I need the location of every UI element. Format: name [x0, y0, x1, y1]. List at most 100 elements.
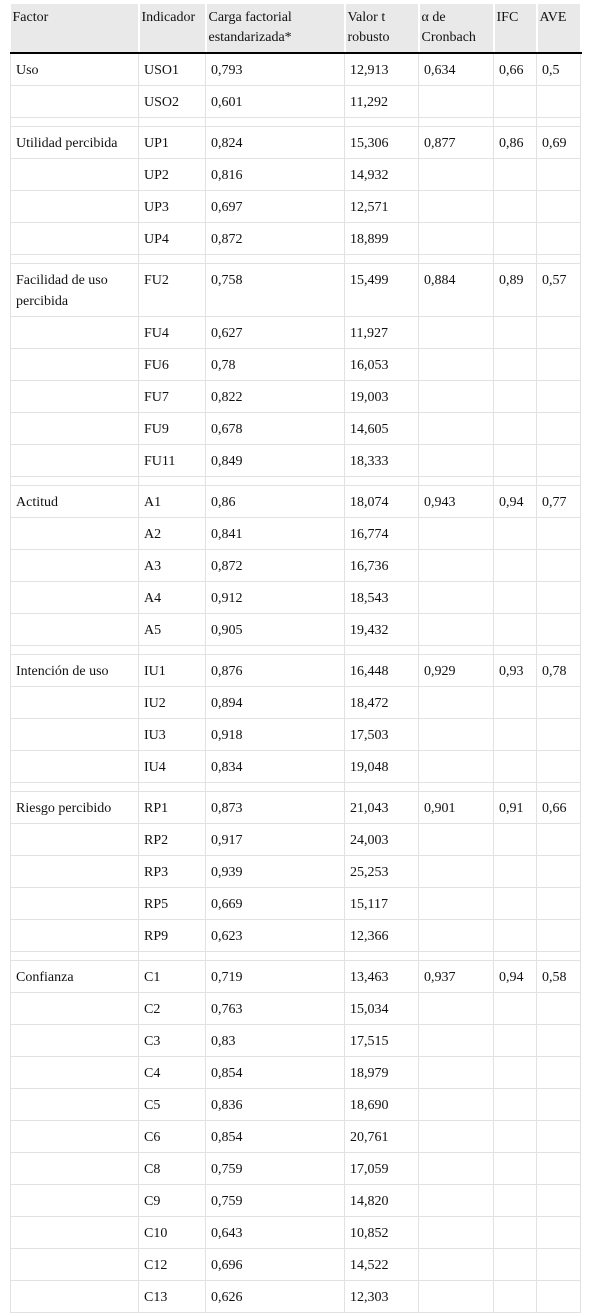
gap-cell [205, 951, 345, 961]
table-row: Uso USO1 0,793 12,913 0,634 0,66 0,5 [10, 52, 581, 86]
empty-cell [418, 1024, 494, 1057]
table-row: Riesgo percibido RP1 0,873 21,043 0,901 0,91 0… [10, 791, 581, 824]
table-row: IU4 0,834 19,048 [10, 750, 581, 783]
data-cell: 0,939 [205, 855, 345, 888]
empty-cell [493, 517, 537, 550]
ave-cell: 0,66 [536, 791, 581, 824]
data-cell: 0,841 [205, 517, 345, 550]
empty-cell [10, 316, 139, 349]
data-cell: 13,463 [344, 960, 419, 993]
data-cell: 0,669 [205, 887, 345, 920]
data-cell: C1 [138, 960, 206, 993]
header-cell: Indicador [138, 4, 207, 54]
data-cell: RP5 [138, 887, 206, 920]
empty-cell [536, 412, 581, 445]
data-cell: IU4 [138, 750, 206, 783]
table-row: C5 0,836 18,690 [10, 1088, 581, 1121]
empty-cell [418, 158, 494, 191]
data-cell: UP1 [138, 126, 206, 159]
empty-cell [418, 919, 494, 952]
header-cell: IFC [493, 4, 538, 54]
empty-cell [536, 1152, 581, 1185]
empty-cell [493, 1024, 537, 1057]
gap-cell [536, 476, 581, 486]
empty-cell [536, 613, 581, 646]
empty-cell [10, 222, 139, 255]
data-cell: RP3 [138, 855, 206, 888]
data-cell: 0,697 [205, 190, 345, 223]
empty-cell [10, 581, 139, 614]
gap-cell [493, 254, 537, 264]
empty-cell [10, 1024, 139, 1057]
table-row: A5 0,905 19,432 [10, 613, 581, 646]
gap-cell [344, 254, 419, 264]
alpha-cell: 0,929 [418, 654, 494, 687]
data-cell: A3 [138, 549, 206, 582]
empty-cell [10, 1280, 139, 1313]
empty-cell [493, 686, 537, 719]
empty-cell [10, 855, 139, 888]
gap-cell [344, 645, 419, 655]
alpha-cell: 0,634 [418, 52, 494, 86]
empty-cell [493, 222, 537, 255]
data-cell: 0,601 [205, 85, 345, 118]
gap-cell [493, 645, 537, 655]
data-cell: 0,854 [205, 1056, 345, 1089]
empty-cell [493, 750, 537, 783]
header-cell: AVE [536, 4, 582, 54]
gap-cell [493, 782, 537, 792]
alpha-cell: 0,877 [418, 126, 494, 159]
ifc-cell: 0,93 [493, 654, 537, 687]
empty-cell [536, 1120, 581, 1153]
data-cell: 0,763 [205, 992, 345, 1025]
data-cell: 0,83 [205, 1024, 345, 1057]
data-cell: 0,793 [205, 52, 345, 86]
data-cell: FU7 [138, 380, 206, 413]
data-cell: A5 [138, 613, 206, 646]
empty-cell [536, 1184, 581, 1217]
table: Factor Indicador Carga factorial estandari… [10, 4, 582, 1313]
gap-cell [10, 254, 139, 264]
group-gap [10, 254, 581, 264]
data-cell: 0,834 [205, 750, 345, 783]
gap-cell [418, 254, 494, 264]
empty-cell [418, 1248, 494, 1281]
empty-cell [10, 919, 139, 952]
empty-cell [10, 1088, 139, 1121]
gap-cell [536, 645, 581, 655]
empty-cell [418, 549, 494, 582]
empty-cell [10, 517, 139, 550]
ave-cell: 0,69 [536, 126, 581, 159]
gap-cell [536, 951, 581, 961]
header-cell: Factor [10, 4, 140, 54]
data-cell: 0,905 [205, 613, 345, 646]
factor-cell: Intención de uso [10, 654, 139, 687]
empty-cell [10, 686, 139, 719]
empty-cell [10, 887, 139, 920]
factor-cell: Utilidad percibida [10, 126, 139, 159]
gap-cell [205, 476, 345, 486]
empty-cell [418, 1184, 494, 1217]
table-row: FU6 0,78 16,053 [10, 348, 581, 381]
data-cell: 0,759 [205, 1184, 345, 1217]
data-cell: 12,303 [344, 1280, 419, 1313]
data-cell: 0,678 [205, 412, 345, 445]
empty-cell [536, 444, 581, 477]
empty-cell [10, 718, 139, 751]
data-cell: 0,873 [205, 791, 345, 824]
gap-cell [418, 476, 494, 486]
empty-cell [10, 1056, 139, 1089]
empty-cell [536, 1088, 581, 1121]
empty-cell [10, 1216, 139, 1249]
data-cell: 19,003 [344, 380, 419, 413]
table-row: C10 0,643 10,852 [10, 1216, 581, 1249]
empty-cell [493, 718, 537, 751]
empty-cell [10, 444, 139, 477]
empty-cell [418, 887, 494, 920]
data-cell: C2 [138, 992, 206, 1025]
empty-cell [493, 1184, 537, 1217]
empty-cell [536, 316, 581, 349]
data-cell: 0,78 [205, 348, 345, 381]
empty-cell [493, 85, 537, 118]
empty-cell [10, 190, 139, 223]
